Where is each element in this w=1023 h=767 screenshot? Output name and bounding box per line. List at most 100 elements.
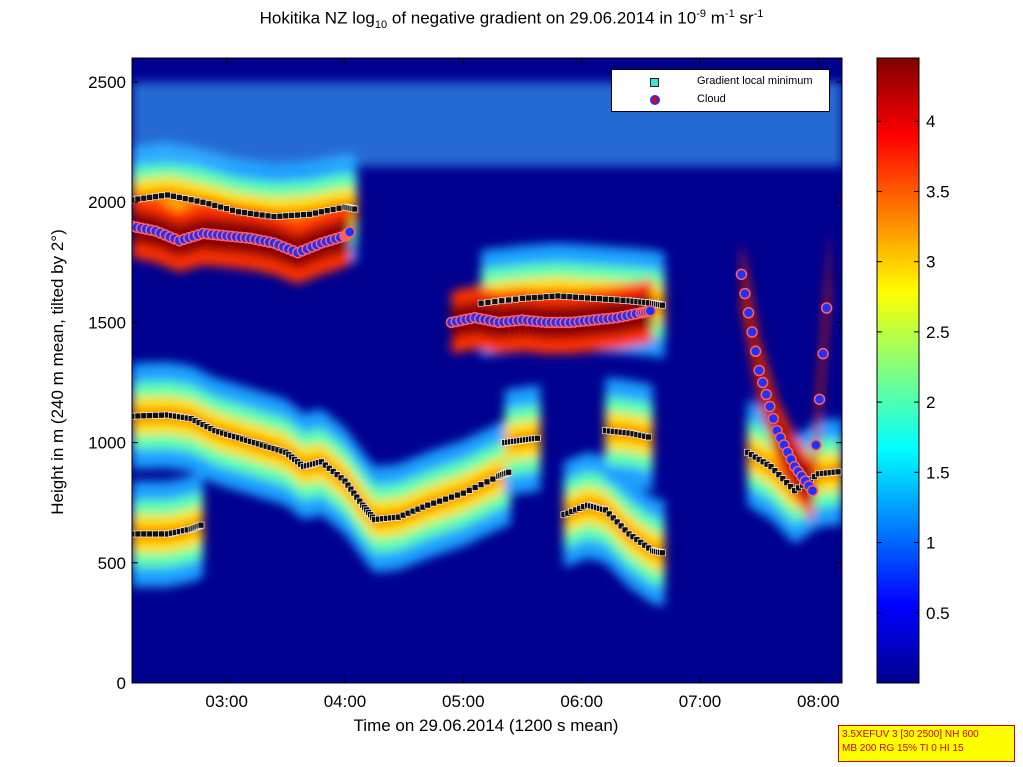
gradient-min-marker bbox=[617, 522, 625, 530]
circle-marker-icon bbox=[650, 95, 660, 105]
gradient-min-marker bbox=[602, 506, 609, 514]
gradient-min-marker bbox=[505, 468, 512, 476]
gradient-min-marker bbox=[454, 491, 461, 499]
cloud-marker bbox=[820, 302, 833, 314]
colorbar-tick-label: 1 bbox=[926, 534, 935, 553]
gradient-min-marker bbox=[152, 530, 159, 538]
y-tick-label: 500 bbox=[98, 554, 126, 573]
gradient-min-marker bbox=[252, 210, 260, 218]
legend-entry: Gradient local minimum bbox=[612, 74, 829, 90]
gradient-min-marker bbox=[258, 211, 266, 219]
x-tick-label: 06:00 bbox=[560, 692, 603, 711]
colorbar-tick-label: 2 bbox=[926, 393, 935, 412]
legend: Gradient local minimum Cloud bbox=[611, 69, 830, 112]
gradient-min-marker bbox=[533, 434, 541, 442]
gradient-min-marker bbox=[578, 294, 585, 301]
gradient-min-marker bbox=[176, 194, 183, 201]
gradient-min-marker bbox=[775, 471, 783, 478]
cloud-marker bbox=[764, 400, 776, 413]
gradient-min-marker bbox=[276, 212, 284, 220]
x-tick-label: 07:00 bbox=[679, 692, 722, 711]
gradient-min-marker bbox=[519, 295, 526, 302]
gradient-min-marker bbox=[197, 521, 205, 529]
colorbar bbox=[876, 57, 920, 684]
x-tick-label: 04:00 bbox=[324, 692, 367, 711]
gradient-min-marker bbox=[146, 412, 154, 419]
gradient-min-marker bbox=[134, 530, 142, 538]
legend-entry: Cloud bbox=[612, 92, 829, 108]
gradient-min-marker bbox=[146, 530, 154, 538]
colorbar-tick-label: 4 bbox=[926, 112, 935, 131]
cloud-marker bbox=[813, 393, 826, 406]
gradient-min-marker bbox=[783, 479, 791, 486]
cloud-marker bbox=[810, 439, 822, 451]
gradient-min-marker bbox=[140, 530, 148, 538]
colorbar-tick-label: 0.5 bbox=[926, 604, 950, 623]
gradient-min-marker bbox=[609, 514, 617, 522]
gradient-min-marker bbox=[247, 210, 254, 217]
cloud-marker bbox=[739, 287, 751, 300]
y-axis-label: Height in m (240 m mean, tilted by 2°) bbox=[48, 229, 67, 515]
gradient-min-marker bbox=[140, 194, 148, 202]
y-tick-label: 0 bbox=[117, 674, 126, 693]
gradient-min-marker bbox=[199, 198, 207, 206]
cloud-marker bbox=[767, 412, 780, 425]
gradient-min-marker bbox=[619, 297, 627, 304]
y-tick-label: 1000 bbox=[88, 434, 126, 453]
gradient-min-marker bbox=[645, 433, 653, 441]
cloud-band-core bbox=[451, 293, 653, 340]
gradient-min-marker bbox=[351, 205, 359, 213]
gradient-min-marker bbox=[235, 208, 242, 216]
gradient-min-marker bbox=[170, 192, 177, 200]
gradient-min-marker bbox=[181, 195, 189, 202]
gradient-min-marker bbox=[767, 463, 775, 470]
gradient-min-marker bbox=[590, 295, 597, 302]
square-marker-icon bbox=[650, 78, 659, 87]
gradient-min-marker bbox=[834, 468, 842, 476]
x-tick-label: 03:00 bbox=[205, 692, 248, 711]
gradient-min-marker bbox=[436, 497, 443, 505]
heatmap-field bbox=[132, 82, 842, 607]
gradient-min-marker bbox=[525, 294, 532, 302]
gradient-min-marker bbox=[229, 206, 236, 214]
gradient-min-marker bbox=[442, 495, 449, 503]
cloud-marker bbox=[806, 484, 819, 497]
gradient-min-marker bbox=[572, 293, 580, 301]
gradient-min-marker bbox=[329, 206, 337, 213]
cloud-marker bbox=[644, 305, 657, 317]
y-tick-label: 2000 bbox=[88, 193, 126, 212]
gradient-min-marker bbox=[335, 204, 343, 212]
gradient-min-marker bbox=[602, 295, 609, 303]
gradient-min-marker bbox=[512, 295, 519, 303]
cloud-marker bbox=[749, 345, 762, 358]
gradient-min-marker bbox=[465, 486, 473, 494]
plot-frame bbox=[131, 57, 843, 684]
y-tick-label: 1500 bbox=[88, 313, 126, 332]
gradient-min-marker bbox=[596, 295, 603, 303]
gradient-min-marker bbox=[306, 210, 313, 218]
gradient-min-marker bbox=[505, 296, 512, 304]
gradient-min-marker bbox=[607, 296, 615, 303]
x-tick-label: 05:00 bbox=[442, 692, 485, 711]
gradient-min-marker bbox=[566, 293, 574, 301]
gradient-min-marker bbox=[424, 501, 432, 509]
gradient-min-marker bbox=[560, 293, 568, 300]
cloud-marker bbox=[753, 364, 765, 377]
gradient-min-marker bbox=[498, 297, 506, 305]
gradient-min-marker bbox=[270, 213, 278, 220]
colorbar-tick-label: 3.5 bbox=[926, 182, 950, 201]
colorbar-tick-label: 2.5 bbox=[926, 323, 950, 342]
gradient-min-marker bbox=[489, 475, 497, 483]
gradient-min-marker bbox=[460, 489, 467, 497]
markers bbox=[132, 191, 842, 557]
x-axis-label: Time on 29.06.2014 (1200 s mean) bbox=[353, 716, 619, 735]
cloud-marker bbox=[756, 376, 769, 389]
cloud-marker bbox=[742, 307, 755, 319]
colorbar-tick-label: 1.5 bbox=[926, 463, 950, 482]
y-tick-label: 2500 bbox=[88, 73, 126, 92]
gradient-min-marker bbox=[771, 467, 779, 474]
colorbar-tick-label: 3 bbox=[926, 253, 935, 272]
gradient-min-marker bbox=[134, 195, 142, 203]
gradient-min-marker bbox=[787, 483, 795, 490]
